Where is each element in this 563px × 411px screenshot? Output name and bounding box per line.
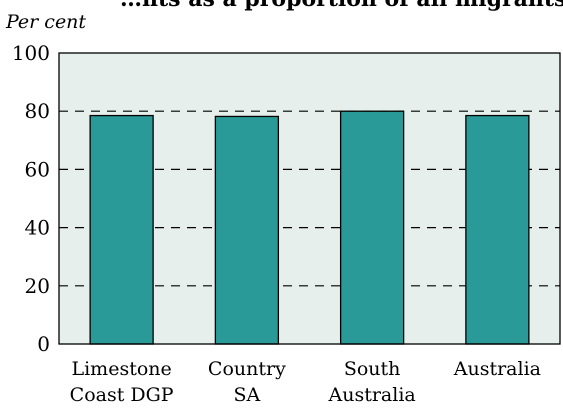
y-tick-label-20: 20: [25, 274, 50, 298]
x-axis-labels: Limestone Coast DGP Country SA South Australi…: [70, 358, 541, 406]
bar-3: [465, 114, 530, 345]
x-label-1-1: SA: [234, 384, 261, 406]
x-label-2-0: South: [344, 358, 401, 380]
chart-title: …nts as a proportion of all migrants,: [120, 0, 563, 12]
x-label-0-1: Coast DGP: [70, 384, 174, 406]
axes: [58, 52, 561, 345]
bar-0: [89, 114, 154, 345]
bar-1: [214, 115, 280, 345]
y-tick-label-100: 100: [12, 41, 50, 65]
x-label-1-0: Country: [208, 358, 286, 380]
x-label-3-0: Australia: [453, 358, 541, 380]
y-tick-label-60: 60: [25, 157, 50, 181]
x-label-2-1: Australia: [328, 384, 416, 406]
unit-label: Per cent: [5, 11, 86, 33]
y-tick-label-0: 0: [37, 332, 50, 356]
y-tick-label-40: 40: [25, 216, 50, 240]
plot-frame: [58, 52, 561, 345]
y-axis-ticks: 0 20 40 60 80 100: [12, 41, 50, 356]
bar-2: [339, 110, 405, 345]
y-tick-label-80: 80: [25, 99, 50, 123]
x-label-0-0: Limestone: [71, 358, 171, 380]
